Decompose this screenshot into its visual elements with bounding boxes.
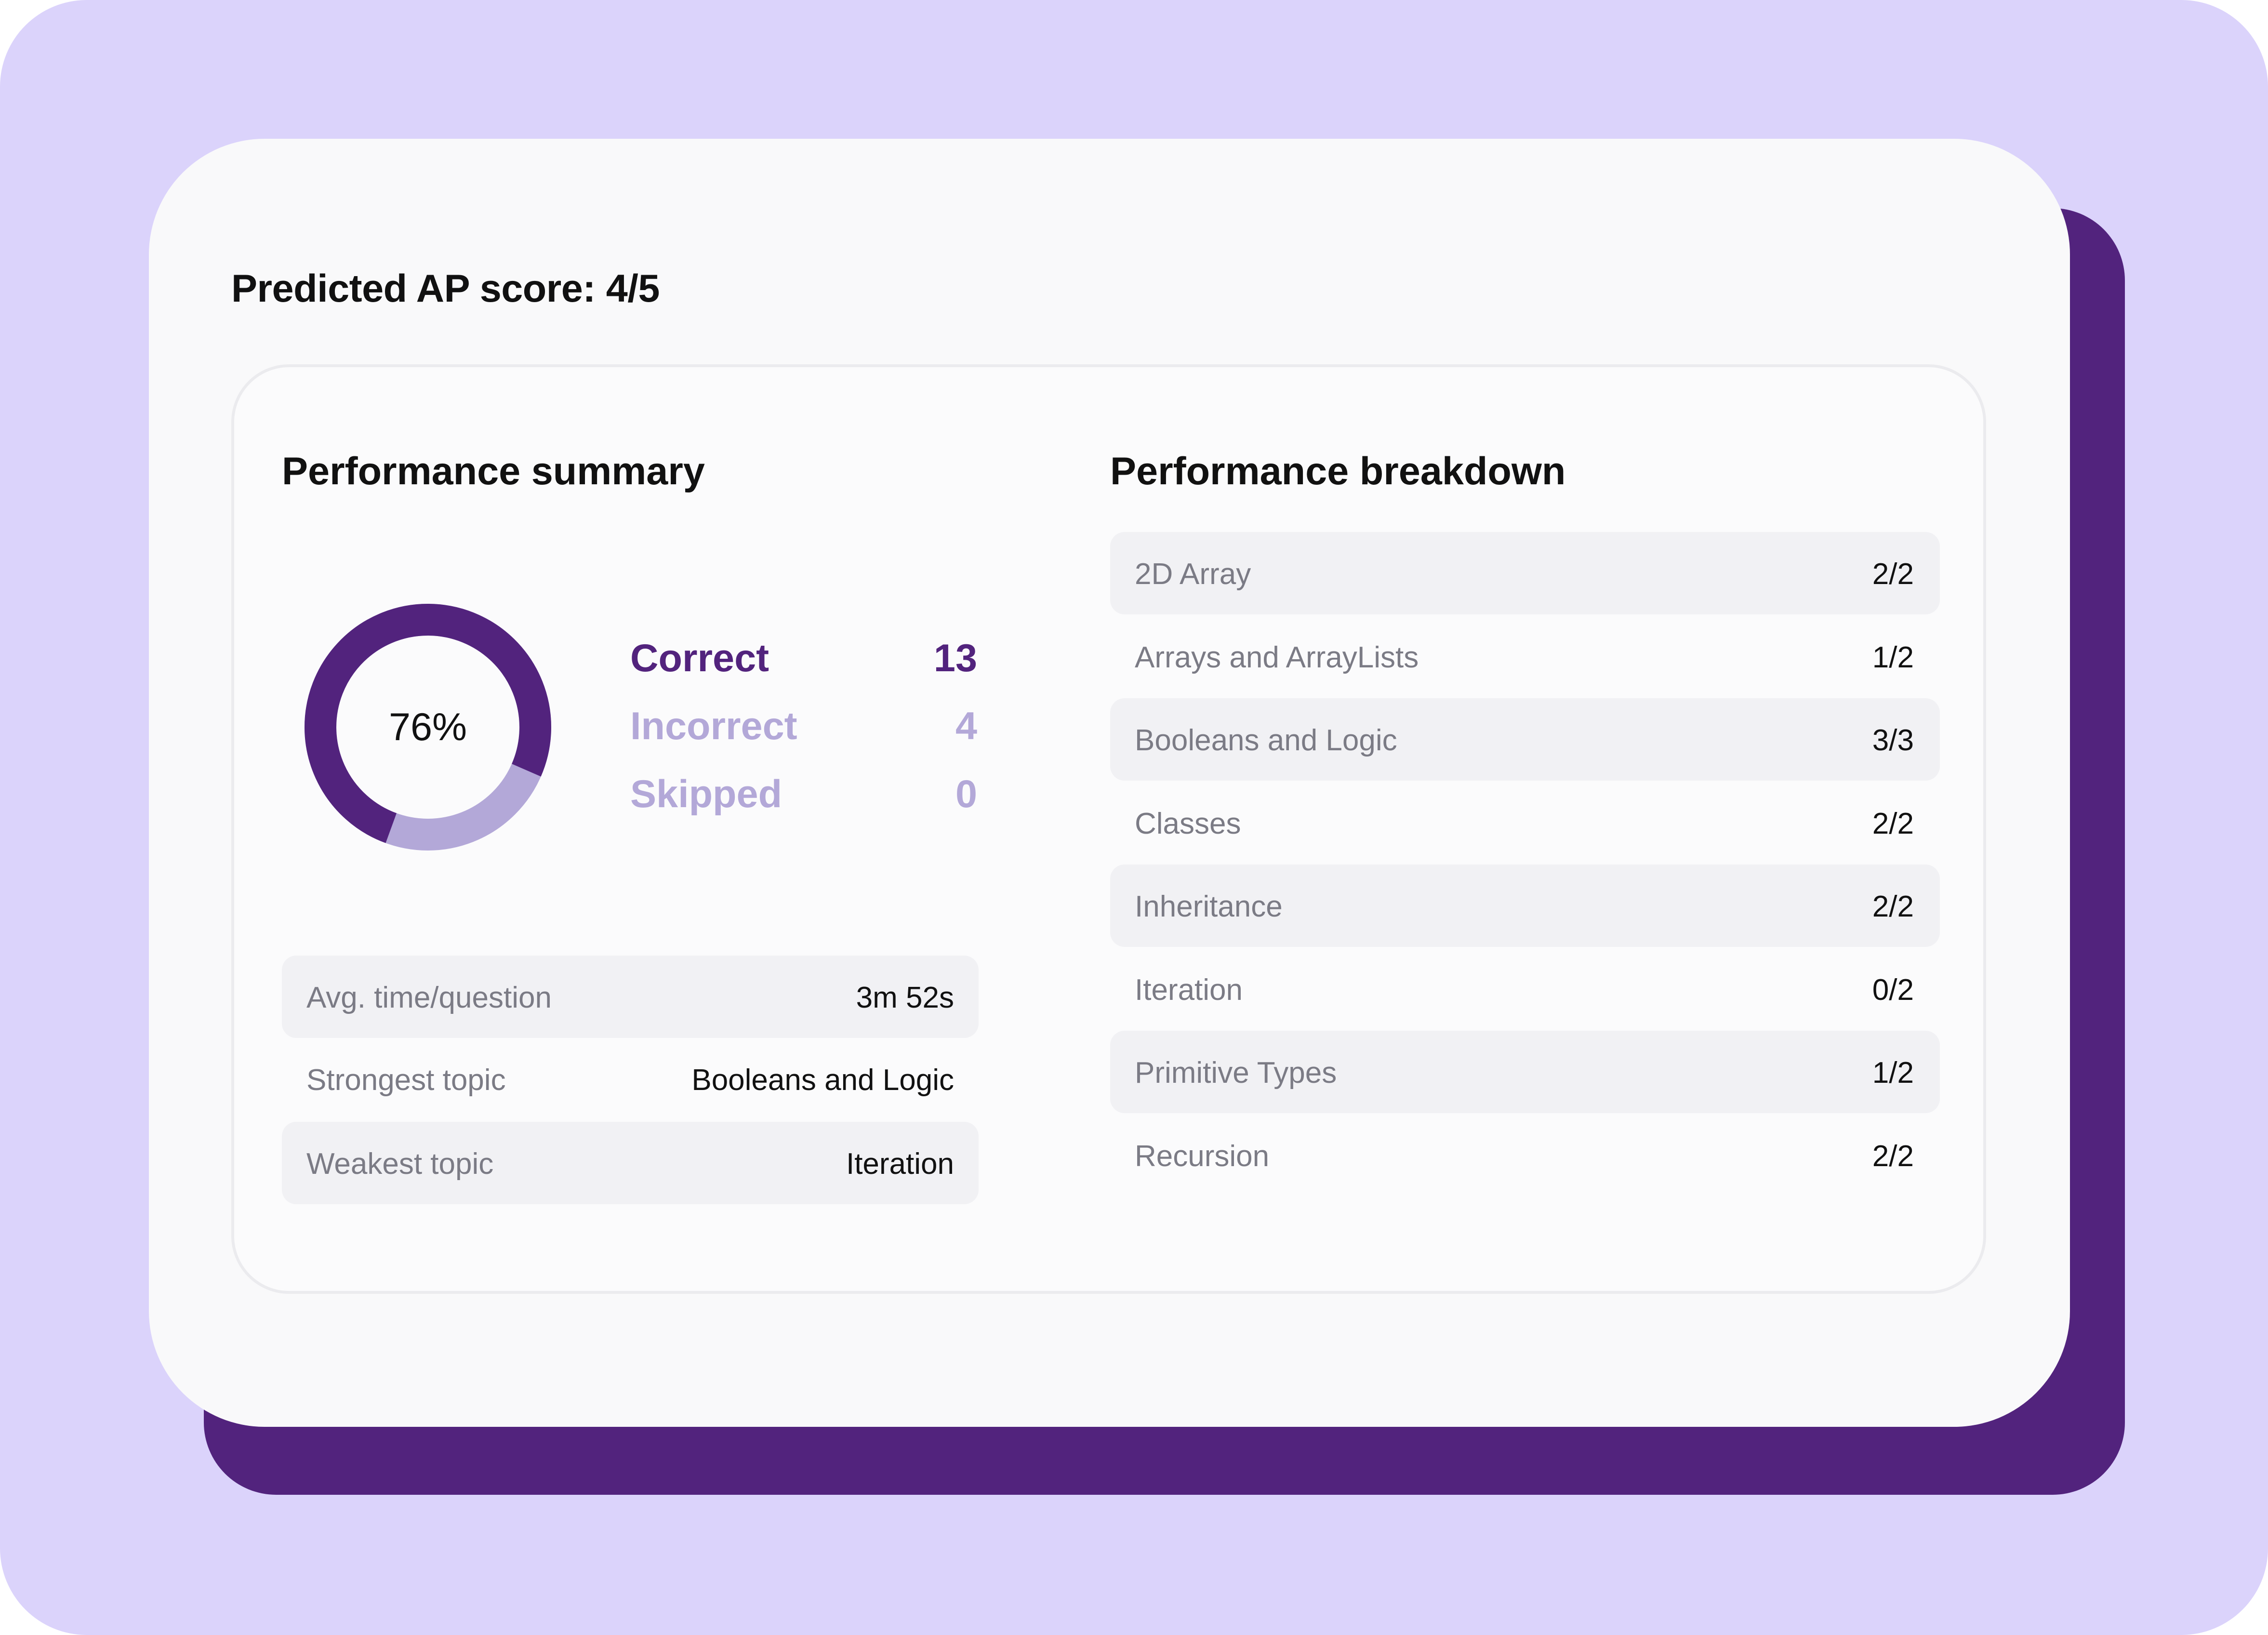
- stat-label: Avg. time/question: [306, 981, 552, 1014]
- breakdown-row: Inheritance 2/2: [1110, 864, 1940, 947]
- breakdown-row: Iteration 0/2: [1110, 948, 1940, 1030]
- breakdown-score: 2/2: [1872, 807, 1914, 840]
- breakdown-row: Booleans and Logic 3/3: [1110, 698, 1940, 781]
- breakdown-topic: Classes: [1135, 807, 1241, 840]
- stat-strongest-topic: Strongest topic Booleans and Logic: [282, 1038, 979, 1120]
- breakdown-score: 1/2: [1872, 641, 1914, 674]
- legend-incorrect: Incorrect 4: [630, 704, 977, 762]
- breakdown-row: Arrays and ArrayLists 1/2: [1110, 615, 1940, 698]
- legend-skipped-label: Skipped: [630, 772, 783, 816]
- legend-incorrect-count: 4: [955, 705, 977, 748]
- breakdown-score: 3/3: [1872, 724, 1914, 757]
- score-donut-chart: 76%: [305, 604, 551, 851]
- breakdown-title: Performance breakdown: [1110, 450, 1566, 493]
- breakdown-row: 2D Array 2/2: [1110, 532, 1940, 614]
- breakdown-row: Recursion 2/2: [1110, 1114, 1940, 1196]
- stat-label: Strongest topic: [306, 1063, 506, 1097]
- breakdown-score: 0/2: [1872, 973, 1914, 1007]
- predicted-score: Predicted AP score: 4/5: [231, 267, 660, 310]
- breakdown-topic: 2D Array: [1135, 558, 1251, 591]
- breakdown-row: Classes 2/2: [1110, 782, 1940, 864]
- breakdown-topic: Primitive Types: [1135, 1056, 1337, 1090]
- legend-correct-label: Correct: [630, 637, 769, 680]
- breakdown-score: 2/2: [1872, 890, 1914, 923]
- performance-panel: Performance summary 76% Correct 13 Incor…: [231, 364, 1986, 1294]
- legend-incorrect-label: Incorrect: [630, 705, 797, 748]
- breakdown-topic: Recursion: [1135, 1140, 1270, 1173]
- breakdown-row: Primitive Types 1/2: [1110, 1031, 1940, 1113]
- donut-correct-arc: [305, 604, 551, 843]
- legend-correct-count: 13: [933, 637, 977, 680]
- breakdown-topic: Inheritance: [1135, 890, 1283, 923]
- breakdown-score: 1/2: [1872, 1056, 1914, 1090]
- results-card: Predicted AP score: 4/5 Performance summ…: [149, 139, 2070, 1427]
- legend-skipped: Skipped 0: [630, 772, 977, 830]
- summary-title: Performance summary: [282, 450, 705, 493]
- breakdown-topic: Arrays and ArrayLists: [1135, 641, 1419, 674]
- stat-value: Iteration: [846, 1147, 954, 1181]
- stat-avg-time: Avg. time/question 3m 52s: [282, 956, 979, 1038]
- breakdown-topic: Booleans and Logic: [1135, 724, 1397, 757]
- legend-skipped-count: 0: [955, 772, 977, 816]
- stat-value: Booleans and Logic: [691, 1063, 954, 1097]
- breakdown-score: 2/2: [1872, 1140, 1914, 1173]
- breakdown-score: 2/2: [1872, 558, 1914, 591]
- breakdown-topic: Iteration: [1135, 973, 1243, 1007]
- stat-value: 3m 52s: [856, 981, 954, 1014]
- stat-label: Weakest topic: [306, 1147, 494, 1181]
- legend-correct: Correct 13: [630, 636, 977, 694]
- donut-percent-label: 76%: [389, 705, 467, 749]
- stat-weakest-topic: Weakest topic Iteration: [282, 1122, 979, 1204]
